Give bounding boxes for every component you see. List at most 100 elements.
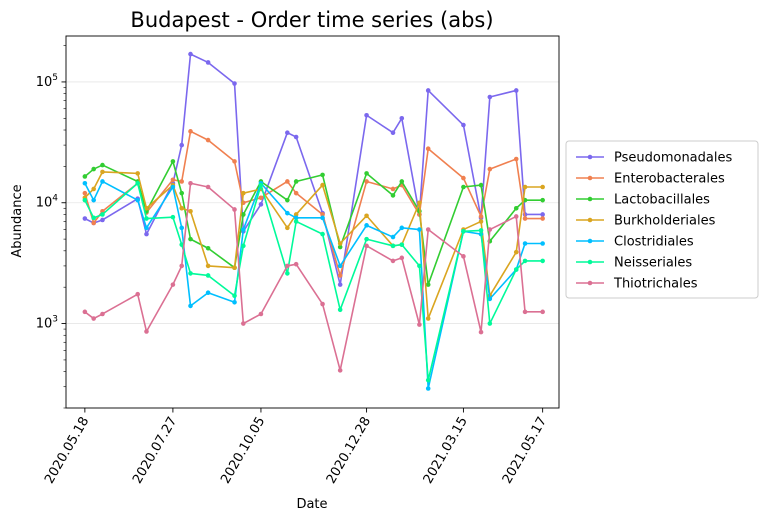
- data-point-clostridiales: [320, 215, 325, 221]
- data-point-neisseriales: [82, 197, 88, 203]
- data-point-neisseriales: [320, 231, 325, 237]
- data-point-pseudomonadales: [461, 122, 466, 128]
- data-point-burkholderiales: [513, 249, 519, 255]
- data-point-pseudomonadales: [390, 130, 396, 136]
- data-point-pseudomonadales: [188, 51, 193, 57]
- data-point-enterobacterales: [540, 216, 545, 221]
- data-point-lactobacillales: [293, 179, 299, 184]
- data-point-enterobacterales: [205, 137, 211, 143]
- data-point-neisseriales: [522, 258, 528, 264]
- data-point-enterobacterales: [390, 186, 396, 192]
- data-point-thiotrichales: [179, 263, 185, 269]
- data-point-thiotrichales: [188, 180, 193, 186]
- data-point-lactobacillales: [241, 212, 246, 217]
- data-point-clostridiales: [232, 299, 237, 305]
- data-point-enterobacterales: [82, 190, 88, 196]
- data-point-neisseriales: [399, 242, 405, 247]
- data-point-lactobacillales: [179, 190, 185, 196]
- data-point-burkholderiales: [232, 265, 237, 270]
- data-point-thiotrichales: [135, 291, 140, 297]
- legend: Pseudomonadales Enterobacterales Lactobaci…: [565, 140, 759, 299]
- data-point-enterobacterales: [425, 146, 431, 152]
- data-point-pseudomonadales: [540, 212, 545, 217]
- data-point-pseudomonadales: [487, 94, 493, 100]
- data-point-burkholderiales: [241, 190, 246, 196]
- data-point-clostridiales: [390, 234, 396, 240]
- data-point-lactobacillales: [205, 245, 211, 251]
- data-point-burkholderiales: [100, 169, 105, 175]
- data-point-enterobacterales: [170, 177, 176, 183]
- data-point-thiotrichales: [540, 309, 545, 315]
- data-point-burkholderiales: [293, 212, 299, 217]
- data-point-thiotrichales: [205, 184, 211, 190]
- legend-label-neisseriales: Neisseriales: [614, 256, 692, 271]
- data-point-clostridiales: [417, 227, 422, 232]
- data-point-clostridiales: [135, 197, 140, 203]
- data-point-clostridiales: [285, 210, 290, 216]
- data-point-pseudomonadales: [425, 88, 431, 93]
- data-point-enterobacterales: [478, 214, 484, 219]
- y-tick-label-1: 104: [36, 194, 59, 211]
- chart-title: Budapest - Order time series (abs): [130, 8, 493, 32]
- data-point-enterobacterales: [91, 220, 96, 226]
- data-point-clostridiales: [188, 303, 193, 309]
- legend-label-burkholderiales: Burkholderiales: [614, 214, 716, 229]
- data-point-enterobacterales: [364, 179, 369, 184]
- data-point-burkholderiales: [540, 184, 545, 190]
- data-point-clostridiales: [179, 225, 185, 231]
- data-point-enterobacterales: [188, 129, 193, 134]
- data-point-burkholderiales: [205, 263, 211, 269]
- data-point-neisseriales: [478, 228, 484, 233]
- data-point-lactobacillales: [390, 193, 396, 198]
- data-point-neisseriales: [179, 242, 185, 247]
- data-point-burkholderiales: [285, 225, 290, 231]
- data-point-thiotrichales: [364, 243, 369, 249]
- data-point-thiotrichales: [82, 309, 88, 315]
- data-point-pseudomonadales: [82, 216, 88, 221]
- data-point-neisseriales: [188, 271, 193, 276]
- data-point-pseudomonadales: [293, 134, 299, 140]
- data-point-clostridiales: [364, 223, 369, 228]
- data-point-lactobacillales: [461, 184, 466, 190]
- data-point-clostridiales: [82, 180, 88, 186]
- data-point-thiotrichales: [513, 214, 519, 219]
- data-point-enterobacterales: [285, 179, 290, 184]
- legend-marker-lactobacillales: [587, 196, 593, 202]
- data-point-neisseriales: [100, 212, 105, 217]
- data-point-lactobacillales: [170, 159, 176, 164]
- data-point-clostridiales: [487, 296, 493, 302]
- data-point-thiotrichales: [461, 254, 466, 259]
- data-point-clostridiales: [144, 225, 149, 231]
- data-point-thiotrichales: [293, 261, 299, 267]
- data-point-neisseriales: [337, 307, 343, 313]
- data-point-clostridiales: [170, 184, 176, 190]
- data-point-burkholderiales: [144, 205, 149, 211]
- data-point-burkholderiales: [135, 171, 140, 176]
- data-point-thiotrichales: [399, 255, 405, 261]
- data-point-clostridiales: [100, 179, 105, 184]
- data-point-neisseriales: [364, 236, 369, 242]
- data-point-neisseriales: [417, 263, 422, 269]
- data-point-enterobacterales: [487, 166, 493, 172]
- data-point-clostridiales: [399, 225, 405, 231]
- legend-label-enterobacterales: Enterobacterales: [614, 172, 725, 187]
- axes-frame: [65, 35, 560, 409]
- data-point-thiotrichales: [425, 227, 431, 232]
- y-tick-label-0: 103: [36, 315, 58, 332]
- data-point-neisseriales: [487, 321, 493, 326]
- data-point-burkholderiales: [425, 316, 431, 321]
- legend-marker-burkholderiales: [587, 217, 593, 223]
- data-point-pseudomonadales: [285, 130, 290, 136]
- data-point-lactobacillales: [513, 205, 519, 211]
- data-point-neisseriales: [170, 214, 176, 220]
- data-point-neisseriales: [258, 182, 264, 188]
- data-point-thiotrichales: [144, 329, 149, 334]
- data-point-clostridiales: [337, 263, 343, 269]
- data-point-enterobacterales: [513, 156, 519, 162]
- data-point-pseudomonadales: [258, 202, 264, 207]
- data-point-pseudomonadales: [513, 88, 519, 93]
- data-point-thiotrichales: [522, 309, 528, 315]
- data-point-neisseriales: [540, 258, 545, 264]
